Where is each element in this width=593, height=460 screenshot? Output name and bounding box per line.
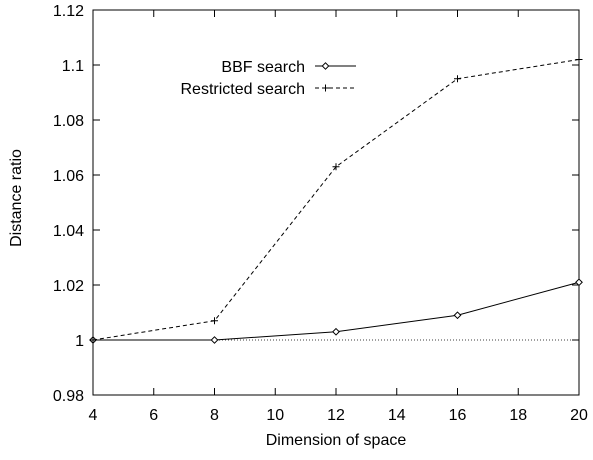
- series-layer: [90, 56, 583, 344]
- y-tick-label: 1.04: [53, 223, 84, 240]
- x-tick-label: 12: [327, 407, 345, 424]
- x-axis-label: Dimension of space: [266, 432, 407, 449]
- x-tick-label: 14: [388, 407, 406, 424]
- data-point-plus: [454, 75, 461, 82]
- y-axis-label: Distance ratio: [8, 149, 25, 247]
- legend: BBF search Restricted search: [181, 59, 357, 98]
- data-point-diamond: [576, 279, 582, 285]
- data-point-plus: [576, 56, 583, 63]
- data-point-diamond: [454, 312, 460, 318]
- x-tick-label: 4: [89, 407, 98, 424]
- y-tick-label: 1.12: [53, 3, 84, 20]
- data-point-diamond: [322, 63, 328, 69]
- y-tick-label: 1.02: [53, 278, 84, 295]
- series-1: [90, 279, 582, 343]
- y-tick-label: 0.98: [53, 388, 84, 405]
- plot-frame: [93, 10, 579, 395]
- y-tick-label: 1: [75, 333, 84, 350]
- data-point-plus: [90, 337, 97, 344]
- x-tick-label: 16: [449, 407, 467, 424]
- data-point-diamond: [333, 329, 339, 335]
- x-tick-label: 10: [266, 407, 284, 424]
- data-point-plus: [322, 85, 329, 92]
- data-point-diamond: [211, 337, 217, 343]
- x-tick-label: 8: [210, 407, 219, 424]
- y-tick-label: 1.08: [53, 113, 84, 130]
- series-line: [93, 60, 579, 341]
- series-2: [90, 56, 583, 344]
- x-tick-label: 6: [149, 407, 158, 424]
- y-tick-label: 1.1: [62, 58, 84, 75]
- legend-label: BBF search: [221, 59, 305, 76]
- legend-label: Restricted search: [181, 81, 306, 98]
- y-tick-label: 1.06: [53, 168, 84, 185]
- x-tick-label: 18: [509, 407, 527, 424]
- x-tick-label: 20: [570, 407, 588, 424]
